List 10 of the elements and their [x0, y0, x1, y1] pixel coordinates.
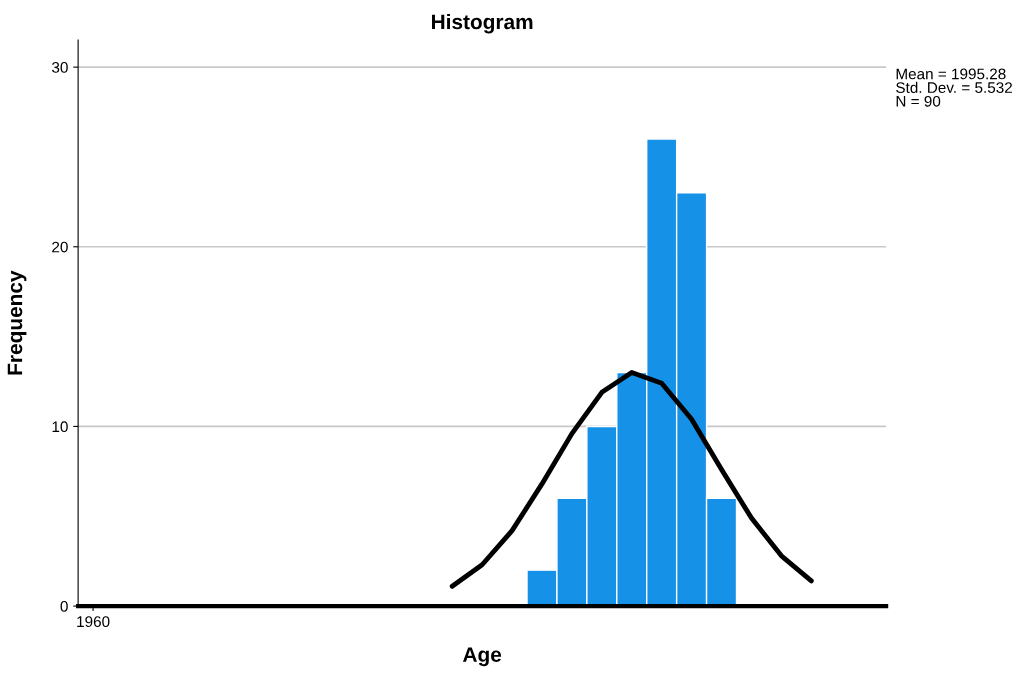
y-tick-label: 20 [52, 241, 68, 253]
y-axis-title: Frequency [7, 270, 27, 375]
line-series [449, 370, 814, 589]
y-tick-label: 30 [52, 61, 68, 73]
y-tick-label: 10 [52, 421, 68, 433]
chart-title: Histogram [432, 13, 533, 34]
x-tick-label: 1960 [77, 616, 110, 628]
text: Mean = 1995.28 Std. Dev. = 5.532 N = 90 [896, 68, 1012, 107]
y-tick-label: 0 [60, 600, 68, 612]
x-axis-title: Age [462, 647, 502, 667]
